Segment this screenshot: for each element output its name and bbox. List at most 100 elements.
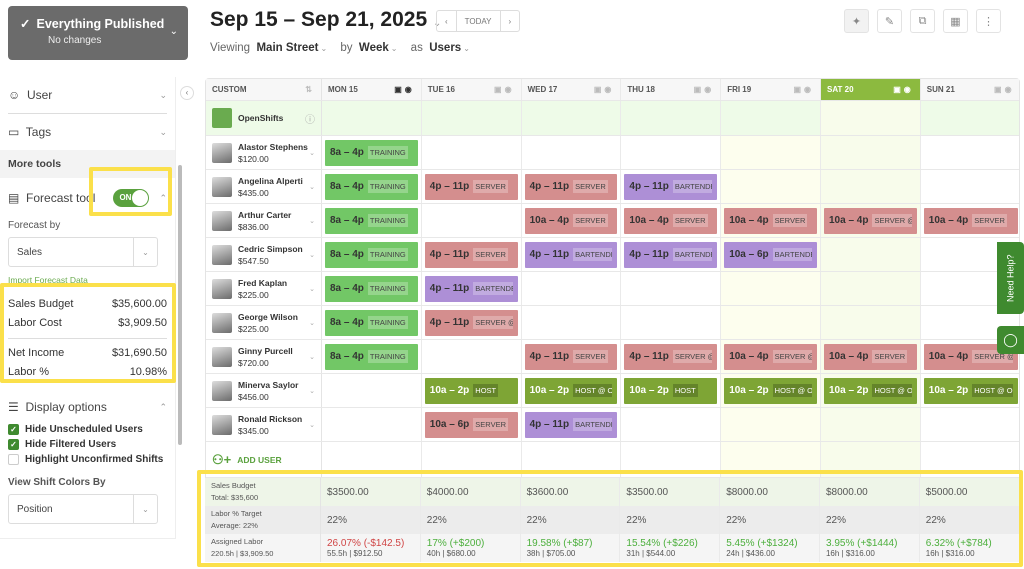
employee-cell[interactable]: Minerva Saylor $456.00 ⌄ bbox=[206, 374, 322, 407]
shift-cell[interactable] bbox=[422, 340, 522, 373]
shift-cell[interactable]: 8a – 4p TRAINING bbox=[322, 136, 422, 169]
chevron-up-icon[interactable]: ⌃ bbox=[159, 192, 167, 203]
shift-cell[interactable] bbox=[921, 408, 1021, 441]
custom-sort[interactable]: CUSTOM ⇅ bbox=[206, 79, 322, 100]
sidebar-scrollbar[interactable] bbox=[178, 165, 182, 445]
checkbox-icon[interactable] bbox=[8, 454, 19, 465]
chevron-down-icon[interactable]: ⌄ bbox=[309, 183, 315, 191]
employee-cell[interactable]: Ginny Purcell $720.00 ⌄ bbox=[206, 340, 322, 373]
shift-block[interactable]: 4p – 11p SERVER bbox=[424, 173, 518, 200]
shift-cell[interactable] bbox=[721, 272, 821, 305]
import-forecast-link[interactable]: Import Forecast Data bbox=[8, 275, 88, 285]
shift-cell[interactable]: 10a – 6pBARTENDER bbox=[721, 238, 821, 271]
open-shift-cell[interactable] bbox=[422, 101, 522, 135]
shift-block[interactable]: 4p – 11pBARTENDER bbox=[624, 173, 718, 200]
shift-cell[interactable]: 10a – 4p SERVER bbox=[921, 204, 1021, 237]
shift-cell[interactable] bbox=[621, 408, 722, 441]
day-icons[interactable]: ▣◉ bbox=[593, 85, 615, 94]
help-icon[interactable]: ⓘ bbox=[305, 114, 315, 126]
shift-cell[interactable] bbox=[820, 272, 921, 305]
shift-cell[interactable] bbox=[621, 272, 722, 305]
shift-cell[interactable] bbox=[721, 136, 821, 169]
shift-cell[interactable] bbox=[522, 136, 622, 169]
shift-cell[interactable]: 8a – 4p TRAINING bbox=[322, 204, 422, 237]
day-icons[interactable]: ▣◉ bbox=[893, 85, 914, 94]
need-help-button[interactable]: Need Help? bbox=[997, 242, 1024, 314]
filter-user[interactable]: ☺ User ⌄ bbox=[0, 77, 175, 113]
day-header[interactable]: SUN 21 ▣◉ bbox=[921, 79, 1021, 100]
shift-cell[interactable]: 10a – 4p SERVER bbox=[721, 204, 821, 237]
shift-block[interactable]: 4p – 11p SERVER bbox=[524, 173, 618, 200]
shift-cell[interactable]: 10a – 6p SERVER bbox=[422, 408, 522, 441]
shift-cell[interactable]: 4p – 11pBARTENDER bbox=[621, 238, 722, 271]
day-header[interactable]: TUE 16 ▣◉ bbox=[422, 79, 522, 100]
shift-cell[interactable]: 8a – 4p TRAINING bbox=[322, 340, 422, 373]
employee-cell[interactable]: Ronald Rickson $345.00 ⌄ bbox=[206, 408, 322, 441]
today-button[interactable]: TODAY bbox=[457, 11, 501, 31]
shift-cell[interactable]: 10a – 4p SERVER bbox=[621, 204, 722, 237]
shift-cell[interactable] bbox=[721, 306, 821, 339]
shift-cell[interactable] bbox=[422, 204, 522, 237]
chevron-down-icon[interactable]: ⌄ bbox=[309, 251, 315, 259]
shift-block[interactable]: 8a – 4p TRAINING bbox=[325, 309, 418, 336]
shift-block[interactable]: 8a – 4p TRAINING bbox=[325, 275, 418, 302]
sort-icon[interactable]: ⇅ bbox=[305, 85, 315, 94]
mode-dropdown[interactable]: Users bbox=[429, 42, 462, 54]
open-shift-cell[interactable] bbox=[322, 101, 422, 135]
shift-block[interactable]: 4p – 11pBARTENDER bbox=[524, 241, 618, 268]
day-header[interactable]: WED 17 ▣◉ bbox=[522, 79, 622, 100]
chevron-down-icon[interactable]: ⌄ bbox=[309, 387, 315, 395]
display-options-header[interactable]: ☰ Display options ⌃ bbox=[0, 392, 175, 422]
day-header[interactable]: FRI 19 ▣◉ bbox=[721, 79, 821, 100]
prev-week-button[interactable]: ‹ bbox=[437, 11, 457, 31]
employee-cell[interactable]: Cedric Simpson $547.50 ⌄ bbox=[206, 238, 322, 271]
more-icon[interactable]: ⋮ bbox=[976, 9, 1001, 33]
shift-block[interactable]: 10a – 4p SERVER bbox=[724, 207, 817, 234]
shift-block[interactable]: 8a – 4p TRAINING bbox=[325, 343, 418, 370]
shift-block[interactable]: 10a – 6pBARTENDER bbox=[724, 241, 817, 268]
filter-tags[interactable]: ▭ Tags ⌄ bbox=[0, 114, 175, 150]
shift-cell[interactable]: 4p – 11p SERVER bbox=[522, 170, 622, 203]
forecast-by-select[interactable]: Sales ⌄ bbox=[8, 237, 158, 267]
checkbox-icon[interactable]: ✓ bbox=[8, 439, 19, 450]
period-dropdown[interactable]: Week bbox=[358, 42, 389, 54]
shift-block[interactable]: 10a – 4p SERVER bbox=[823, 343, 917, 370]
open-shift-cell[interactable] bbox=[721, 101, 821, 135]
shift-cell[interactable] bbox=[322, 374, 422, 407]
open-shift-cell[interactable] bbox=[820, 101, 921, 135]
day-header[interactable]: THU 18 ▣◉ bbox=[621, 79, 722, 100]
checkbox-0[interactable]: ✓ Hide Unscheduled Users bbox=[0, 422, 175, 437]
shift-cell[interactable]: 4p – 11p SERVER bbox=[422, 238, 522, 271]
shift-cell[interactable]: 8a – 4p TRAINING bbox=[322, 238, 422, 271]
shift-cell[interactable]: 10a – 4p SERVER bbox=[820, 340, 921, 373]
shift-cell[interactable] bbox=[820, 136, 921, 169]
open-shift-cell[interactable] bbox=[921, 101, 1021, 135]
shift-cell[interactable] bbox=[921, 170, 1021, 203]
collapse-sidebar-button[interactable]: ‹ bbox=[180, 86, 194, 100]
shift-cell[interactable] bbox=[820, 408, 921, 441]
shift-block[interactable]: 10a – 2p HOST bbox=[624, 377, 718, 404]
shift-cell[interactable] bbox=[721, 408, 821, 441]
shift-block[interactable]: 4p – 11pBARTENDER bbox=[624, 241, 718, 268]
shift-cell[interactable]: 4p – 11pBARTENDER bbox=[522, 408, 622, 441]
shift-cell[interactable]: 4p – 11pBARTENDER bbox=[522, 238, 622, 271]
day-header[interactable]: SAT 20 ▣◉ bbox=[820, 79, 921, 100]
shift-cell[interactable]: 4p – 11p SERVER bbox=[522, 340, 622, 373]
checkbox-1[interactable]: ✓ Hide Filtered Users bbox=[0, 437, 175, 452]
shift-block[interactable]: 10a – 4p SERVER bbox=[923, 207, 1018, 234]
shift-block[interactable]: 10a – 2p HOST bbox=[424, 377, 518, 404]
shift-cell[interactable] bbox=[621, 136, 722, 169]
next-week-button[interactable]: › bbox=[508, 16, 512, 26]
shift-cell[interactable]: 8a – 4p TRAINING bbox=[322, 170, 422, 203]
shift-block[interactable]: 10a – 4p SERVER bbox=[624, 207, 718, 234]
shift-cell[interactable] bbox=[820, 238, 921, 271]
shift-cell[interactable] bbox=[820, 306, 921, 339]
forecast-toggle[interactable]: ON bbox=[113, 189, 150, 207]
